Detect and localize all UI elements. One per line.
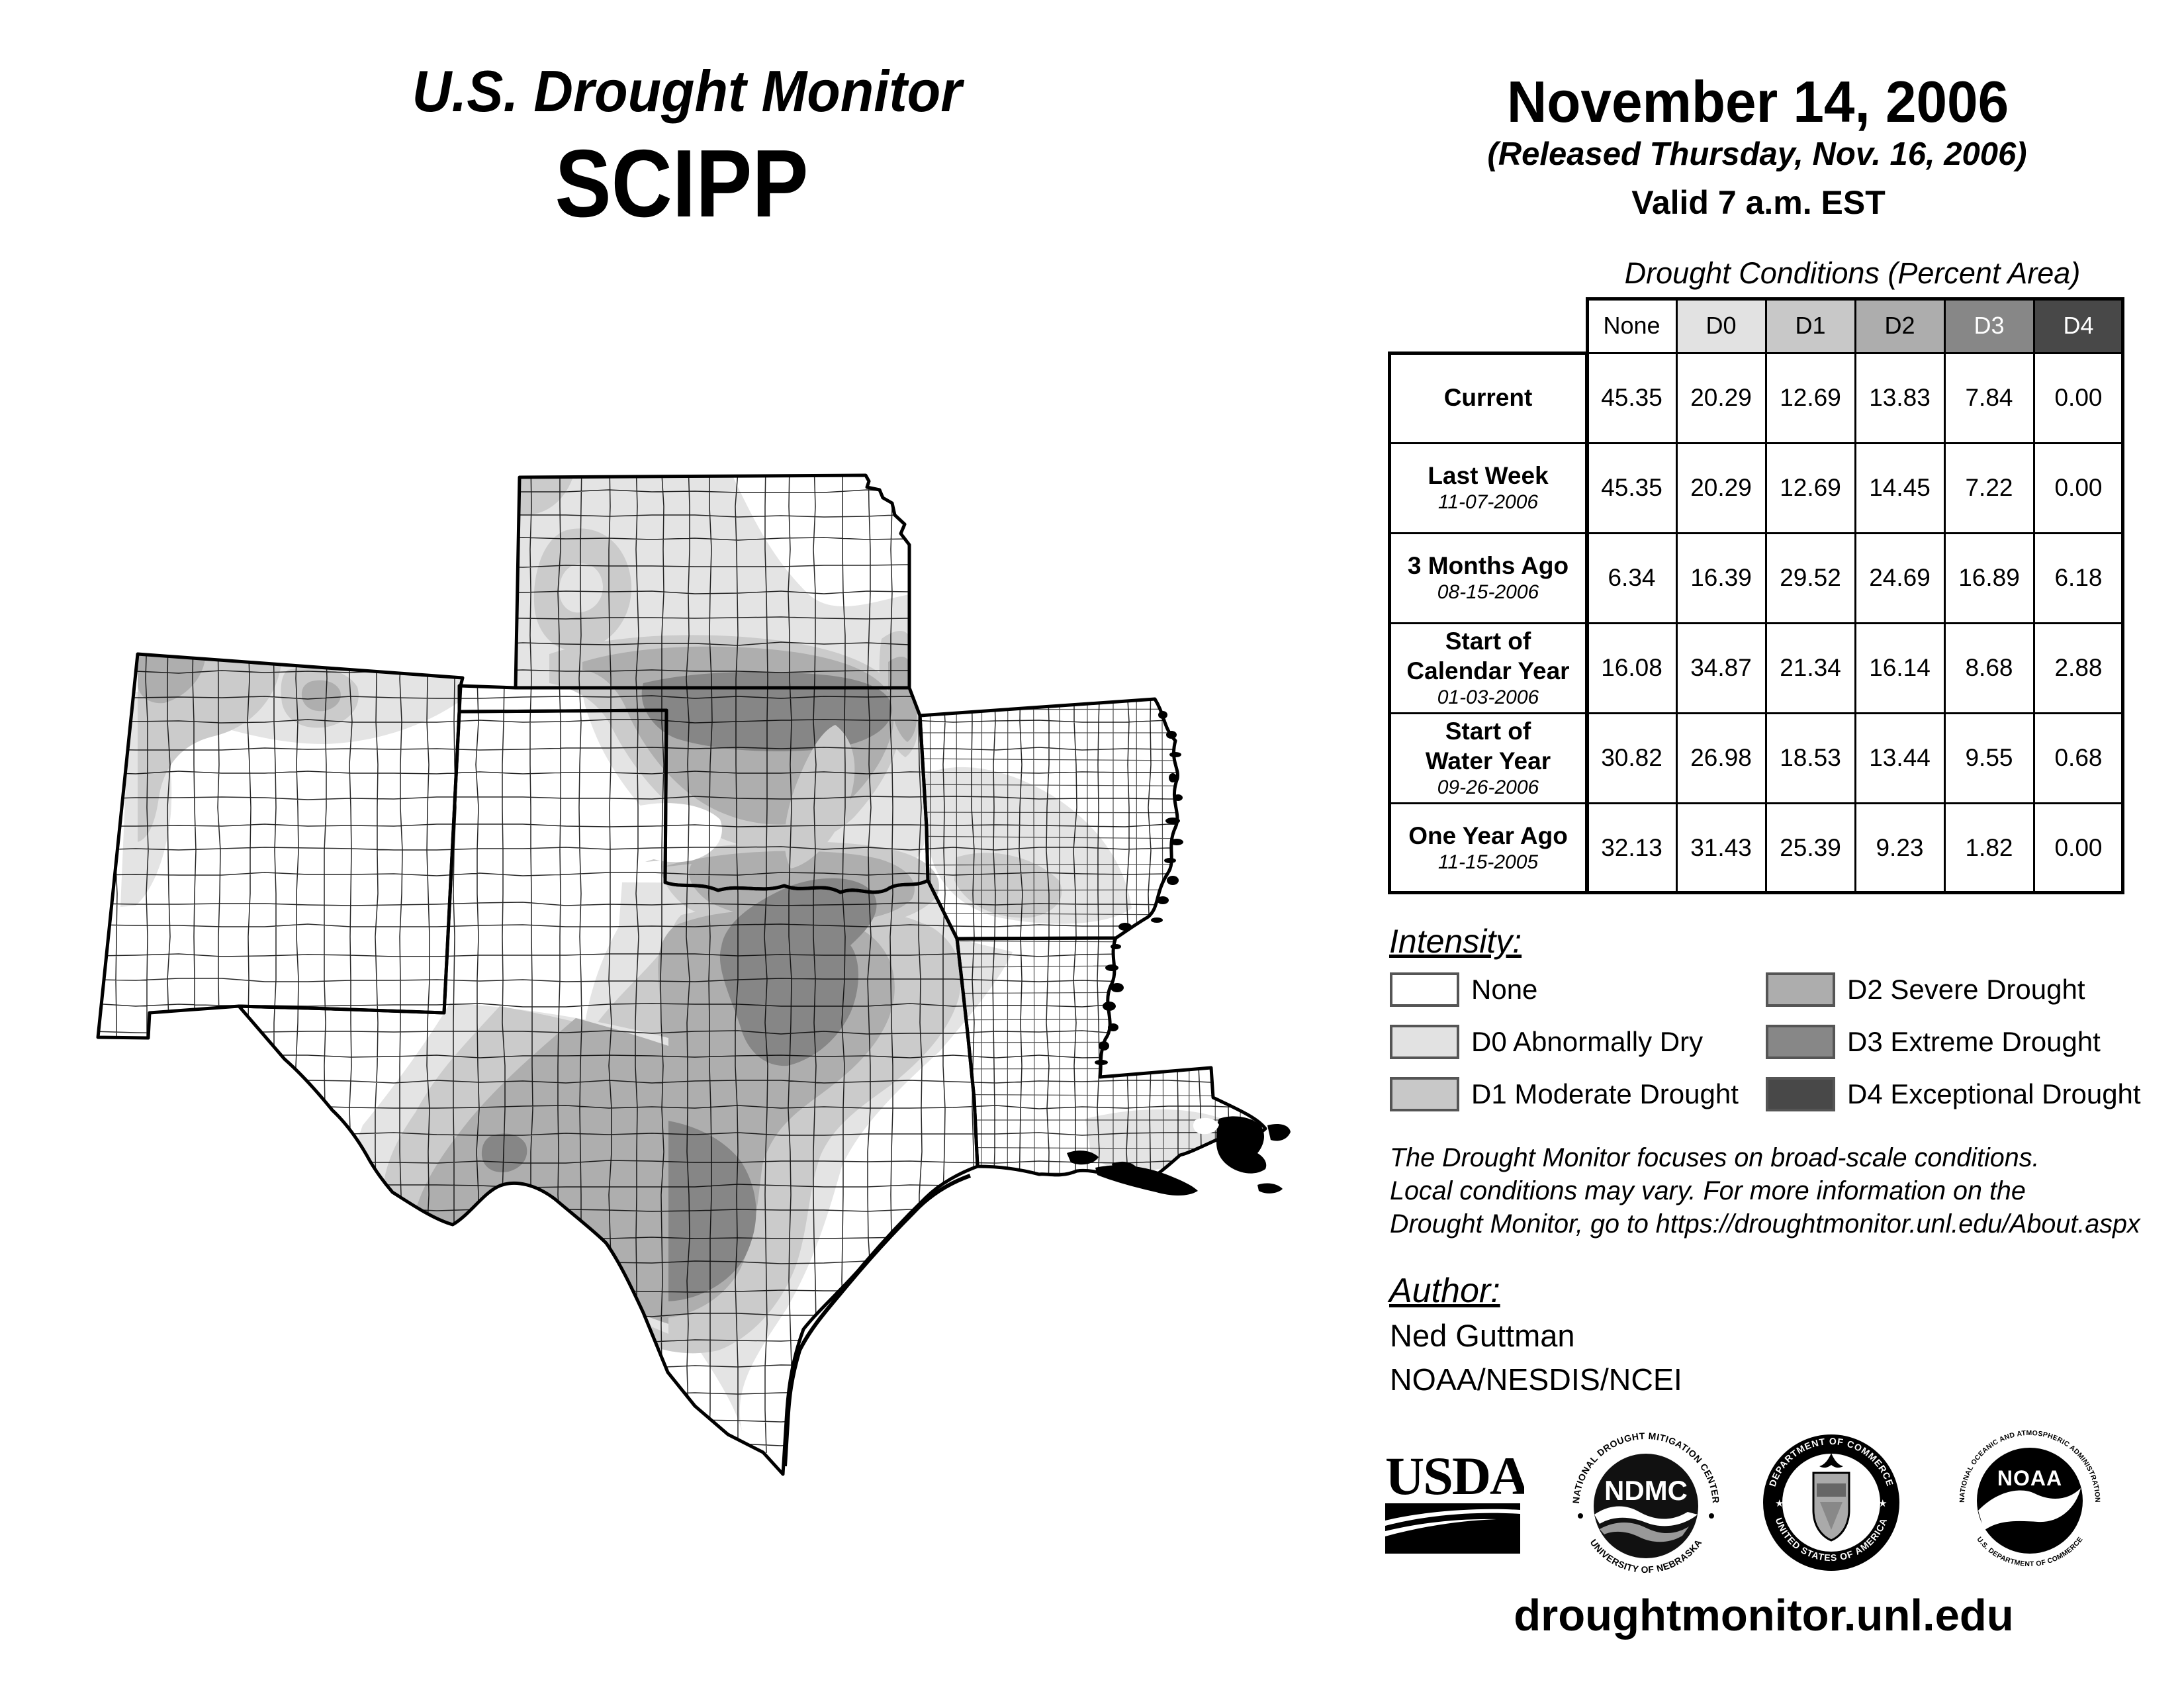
svg-text:★: ★ <box>1775 1498 1784 1509</box>
svg-text:USDA: USDA <box>1385 1453 1524 1506</box>
svg-text:★: ★ <box>1878 1498 1887 1509</box>
svg-text:NDMC: NDMC <box>1604 1475 1688 1506</box>
svg-text:NOAA: NOAA <box>1997 1466 2062 1490</box>
